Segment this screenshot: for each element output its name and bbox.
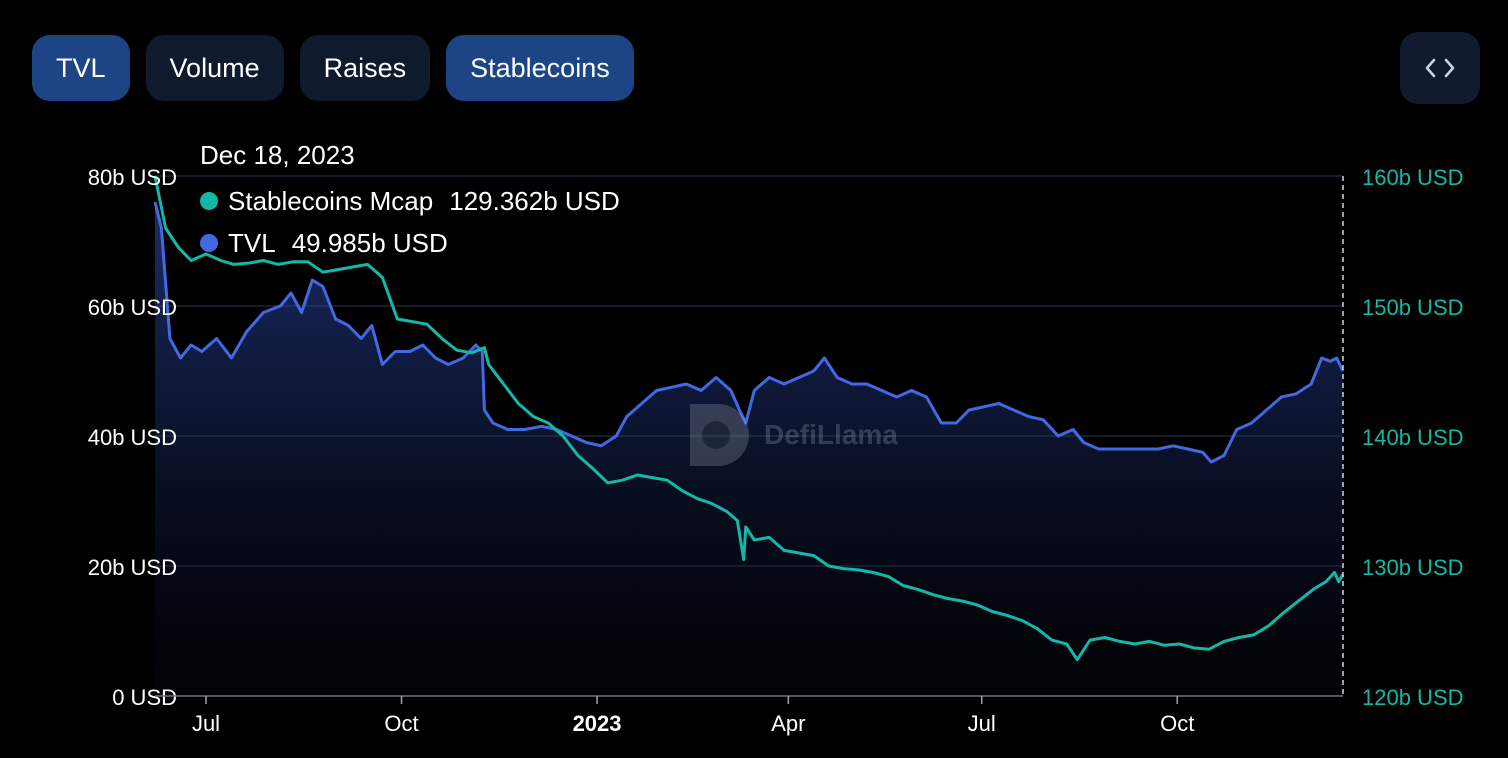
y-left-tick-label: 60b USD: [88, 295, 177, 320]
tab-raises[interactable]: Raises: [299, 35, 431, 101]
tooltip-series-name: TVL: [228, 227, 276, 258]
stablecoins-legend-dot: [200, 192, 218, 210]
x-tick-label: Jul: [192, 711, 220, 736]
x-tick-label: Oct: [384, 711, 418, 736]
y-left-tick-label: 80b USD: [88, 165, 177, 190]
chart-tabs: TVL Volume Raises Stablecoins: [32, 35, 634, 101]
x-tick-label: Apr: [771, 711, 805, 736]
tooltip-series-value: 49.985b USD: [291, 227, 448, 258]
tvl-legend-dot: [200, 234, 218, 252]
y-right-tick-label: 130b USD: [1362, 555, 1464, 580]
y-right-tick-label: 120b USD: [1362, 685, 1464, 710]
tab-stablecoins[interactable]: Stablecoins: [446, 35, 634, 101]
x-tick-label: 2023: [573, 711, 622, 736]
stablecoins-mcap-line: [153, 175, 1345, 662]
tooltip-series-value: 129.362b USD: [449, 185, 620, 216]
defillama-watermark: DefiLlama: [682, 398, 898, 472]
y-left-tick-label: 0 USD: [112, 685, 177, 710]
x-tick-label: Jul: [968, 711, 996, 736]
chart-tooltip: Dec 18, 2023 Stablecoins Mcap 129.362b U…: [200, 140, 620, 264]
llama-logo-icon: [690, 404, 749, 466]
y-left-tick-label: 20b USD: [88, 555, 177, 580]
y-right-tick-label: 140b USD: [1362, 425, 1464, 450]
tooltip-row-tvl: TVL 49.985b USD: [200, 222, 620, 264]
y-left-tick-label: 40b USD: [88, 425, 177, 450]
tooltip-date: Dec 18, 2023: [200, 140, 355, 170]
tab-volume[interactable]: Volume: [145, 35, 284, 101]
code-brackets-icon: [1425, 58, 1455, 78]
x-tick-label: Oct: [1160, 711, 1194, 736]
tab-tvl[interactable]: TVL: [32, 35, 130, 101]
tooltip-row-stablecoins: Stablecoins Mcap 129.362b USD: [200, 180, 620, 222]
watermark-text: DefiLlama: [764, 419, 898, 450]
tooltip-series-name: Stablecoins Mcap: [228, 185, 434, 216]
embed-button[interactable]: [1400, 32, 1480, 104]
y-right-tick-label: 150b USD: [1362, 295, 1464, 320]
y-right-tick-label: 160b USD: [1362, 165, 1464, 190]
tvl-line: [153, 201, 1345, 464]
tvl-area-fill: [155, 202, 1343, 696]
